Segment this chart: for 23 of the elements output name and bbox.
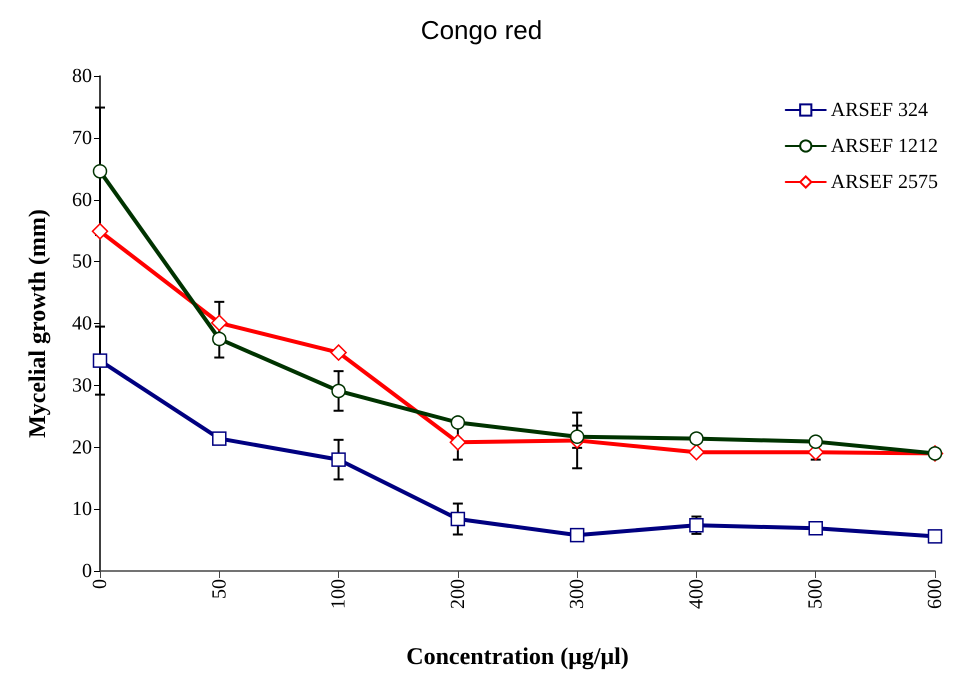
x-tick-label: 200 xyxy=(446,579,469,609)
y-tick-label: 50 xyxy=(72,250,92,273)
y-tick-label: 20 xyxy=(72,436,92,458)
y-tick-label: 60 xyxy=(72,188,92,211)
x-axis-title: Concentration (μg/μl) xyxy=(406,644,629,670)
x-tick-label: 600 xyxy=(924,579,946,609)
x-tick-label: 0 xyxy=(89,579,111,589)
y-tick-label: 40 xyxy=(72,312,92,334)
chart-title: Congo red xyxy=(420,15,542,45)
legend-label: ARSEF 1212 xyxy=(830,135,938,157)
y-tick-label: 70 xyxy=(72,126,92,149)
y-tick-label: 80 xyxy=(72,65,92,87)
y-tick-label: 30 xyxy=(72,374,92,396)
y-tick-label: 10 xyxy=(72,498,92,520)
x-tick-label: 50 xyxy=(208,579,230,599)
y-axis-title: Mycelial growth (mm) xyxy=(25,209,51,438)
legend-label: ARSEF 2575 xyxy=(830,171,938,193)
x-tick-label: 500 xyxy=(804,579,827,609)
x-tick-label: 300 xyxy=(566,579,588,609)
y-tick-label: 0 xyxy=(82,560,92,582)
legend-label: ARSEF 324 xyxy=(830,99,928,121)
x-tick-label: 100 xyxy=(328,579,350,609)
x-tick-label: 400 xyxy=(685,579,708,609)
